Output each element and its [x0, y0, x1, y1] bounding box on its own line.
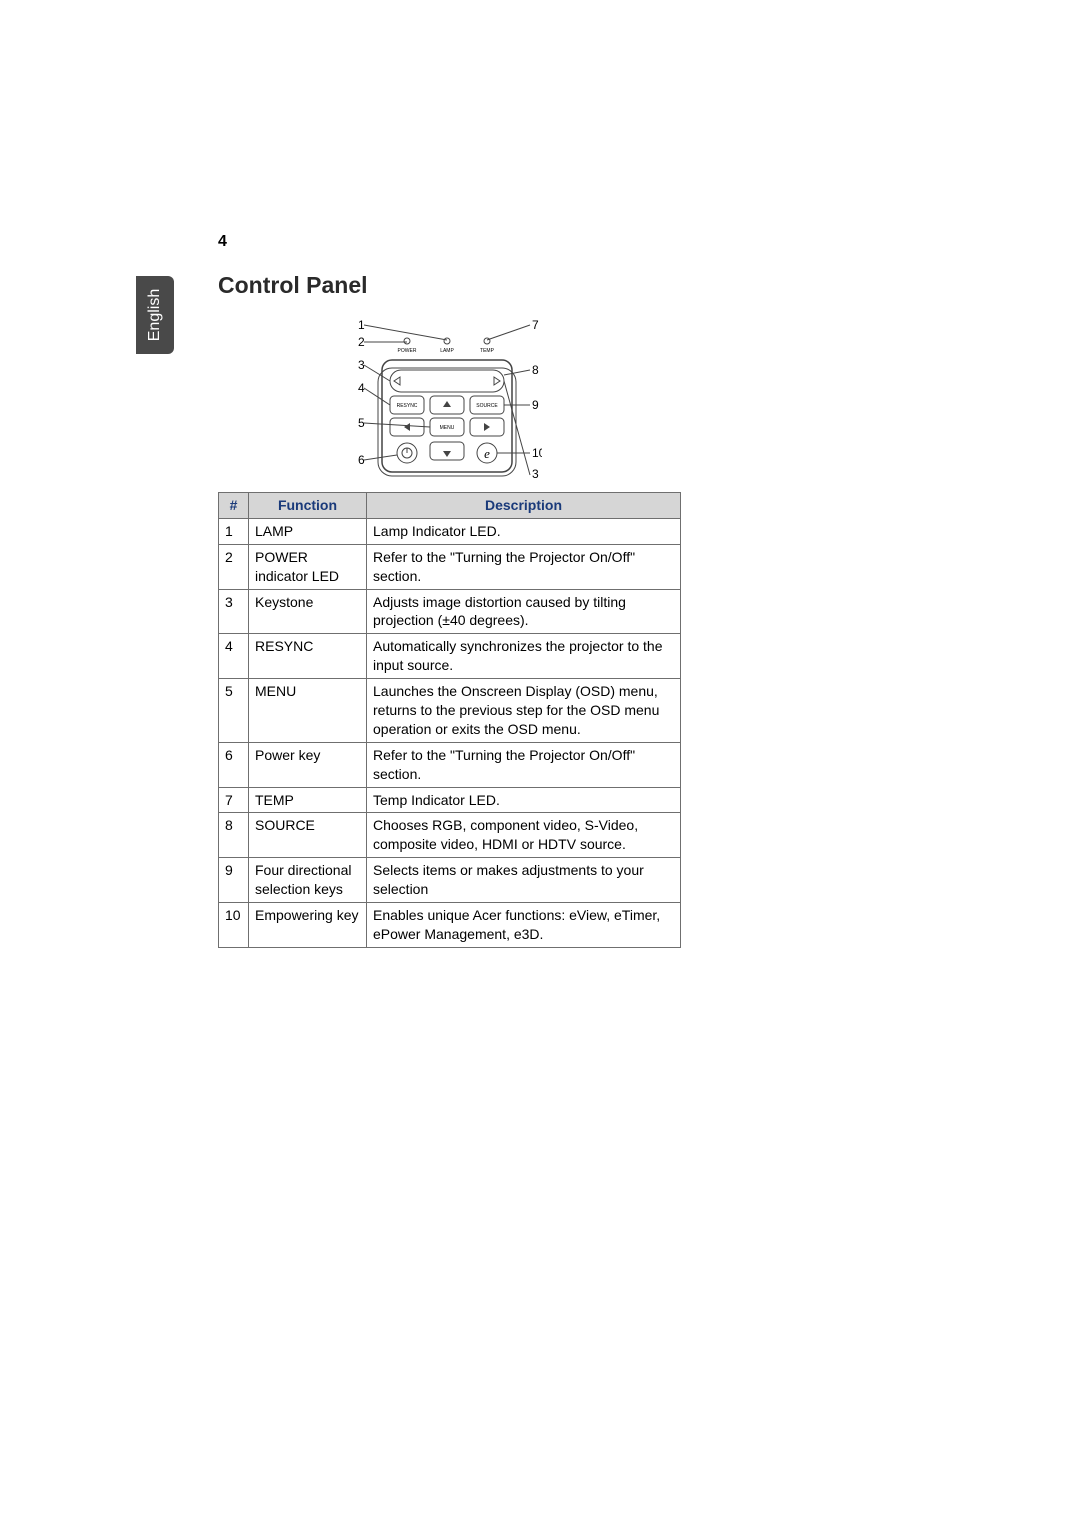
svg-text:e: e	[484, 446, 490, 461]
cell-num: 1	[219, 518, 249, 544]
callout-5: 5	[358, 416, 365, 430]
control-panel-table: # Function Description 1LAMPLamp Indicat…	[218, 492, 681, 948]
th-func: Function	[249, 493, 367, 519]
cell-desc: Refer to the "Turning the Projector On/O…	[367, 742, 681, 787]
cell-desc: Lamp Indicator LED.	[367, 518, 681, 544]
cell-func: Four directional selection keys	[249, 858, 367, 903]
label-temp: TEMP	[480, 348, 495, 354]
cell-num: 2	[219, 544, 249, 589]
cell-desc: Refer to the "Turning the Projector On/O…	[367, 544, 681, 589]
cell-num: 4	[219, 634, 249, 679]
label-source: SOURCE	[476, 403, 498, 409]
cell-num: 7	[219, 787, 249, 813]
callout-2: 2	[358, 335, 365, 349]
table-row: 4RESYNCAutomatically synchronizes the pr…	[219, 634, 681, 679]
label-power: POWER	[398, 348, 417, 354]
cell-desc: Automatically synchronizes the projector…	[367, 634, 681, 679]
table-row: 2POWER indicator LEDRefer to the "Turnin…	[219, 544, 681, 589]
table-row: 5MENULaunches the Onscreen Display (OSD)…	[219, 679, 681, 743]
cell-desc: Adjusts image distortion caused by tilti…	[367, 589, 681, 634]
callout-1: 1	[358, 318, 365, 332]
callout-3l: 3	[358, 358, 365, 372]
language-tab: English	[136, 276, 174, 354]
callout-3r: 3	[532, 467, 539, 480]
control-panel-diagram: POWER LAMP TEMP RESYNC SOURCE MENU e	[352, 310, 542, 480]
cell-func: Empowering key	[249, 903, 367, 948]
cell-func: Power key	[249, 742, 367, 787]
cell-func: Keystone	[249, 589, 367, 634]
table-row: 9Four directional selection keysSelects …	[219, 858, 681, 903]
label-menu: MENU	[440, 425, 455, 431]
th-desc: Description	[367, 493, 681, 519]
section-title: Control Panel	[218, 272, 368, 299]
label-resync: RESYNC	[397, 403, 418, 409]
callout-8: 8	[532, 363, 539, 377]
cell-num: 9	[219, 858, 249, 903]
cell-func: RESYNC	[249, 634, 367, 679]
language-tab-label: English	[146, 289, 164, 341]
cell-num: 6	[219, 742, 249, 787]
cell-desc: Selects items or makes adjustments to yo…	[367, 858, 681, 903]
cell-num: 10	[219, 903, 249, 948]
cell-num: 8	[219, 813, 249, 858]
callout-10: 10	[532, 446, 542, 460]
callout-4: 4	[358, 381, 365, 395]
cell-desc: Chooses RGB, component video, S-Video, c…	[367, 813, 681, 858]
cell-desc: Enables unique Acer functions: eView, eT…	[367, 903, 681, 948]
label-lamp: LAMP	[440, 348, 454, 354]
table-header-row: # Function Description	[219, 493, 681, 519]
table-row: 6Power keyRefer to the "Turning the Proj…	[219, 742, 681, 787]
table-row: 3KeystoneAdjusts image distortion caused…	[219, 589, 681, 634]
cell-func: MENU	[249, 679, 367, 743]
cell-func: LAMP	[249, 518, 367, 544]
cell-desc: Temp Indicator LED.	[367, 787, 681, 813]
page-number: 4	[218, 233, 227, 251]
cell-num: 5	[219, 679, 249, 743]
cell-func: POWER indicator LED	[249, 544, 367, 589]
cell-func: SOURCE	[249, 813, 367, 858]
cell-func: TEMP	[249, 787, 367, 813]
callout-9: 9	[532, 398, 539, 412]
cell-desc: Launches the Onscreen Display (OSD) menu…	[367, 679, 681, 743]
table-row: 10Empowering keyEnables unique Acer func…	[219, 903, 681, 948]
th-num: #	[219, 493, 249, 519]
table-row: 1LAMPLamp Indicator LED.	[219, 518, 681, 544]
table-row: 8SOURCEChooses RGB, component video, S-V…	[219, 813, 681, 858]
callout-6: 6	[358, 453, 365, 467]
cell-num: 3	[219, 589, 249, 634]
table-row: 7TEMPTemp Indicator LED.	[219, 787, 681, 813]
callout-7: 7	[532, 318, 539, 332]
